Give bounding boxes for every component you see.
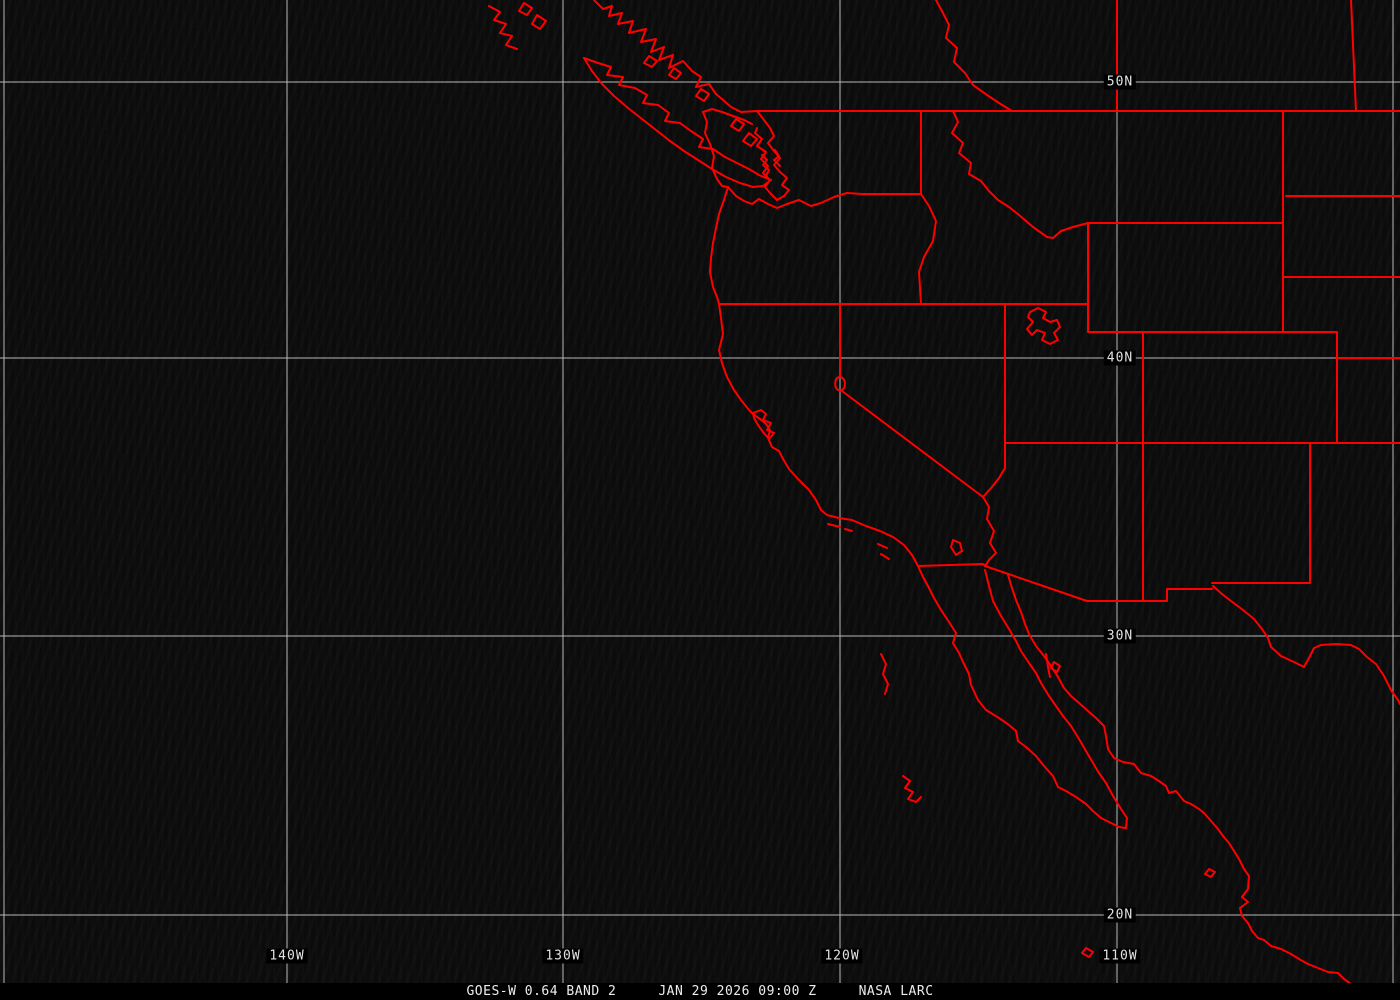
caption-credit: NASA LARC <box>858 984 934 999</box>
caption-product-name: GOES-W 0.64 BAND 2 <box>466 984 617 999</box>
vancouver-island-inner-coast <box>583 57 772 181</box>
lake-tahoe <box>834 375 846 392</box>
san-francisco-bay <box>752 409 775 440</box>
coastal-islets <box>1081 868 1216 958</box>
lon-label-140w: 140W <box>266 948 308 964</box>
saskatchewan-manitoba-border <box>1350 0 1357 112</box>
caption-bar: GOES-W 0.64 BAND 2 JAN 29 2026 09:00 Z N… <box>0 983 1400 1000</box>
lat-label-50n: 50N <box>1103 74 1137 90</box>
pacific-coast <box>709 186 919 567</box>
gulf-islands-islets <box>643 55 758 147</box>
lat-label-40n: 40N <box>1103 350 1137 366</box>
offshore-islets <box>902 775 922 803</box>
mexico-mainland-coast <box>1007 574 1379 1000</box>
wyoming-border <box>1087 222 1338 333</box>
guadalupe-island <box>880 653 889 695</box>
bc-mainland-coast <box>593 0 758 113</box>
lon-label-110w: 110W <box>1099 948 1141 964</box>
baja-west-coast <box>917 565 1127 829</box>
nm-tx-border <box>1211 442 1311 584</box>
lat-label-30n: 30N <box>1103 628 1137 644</box>
vancouver-island-outer-coast <box>583 57 772 188</box>
channel-islands <box>827 523 890 560</box>
caption-datetime: JAN 29 2026 09:00 Z <box>658 984 817 999</box>
id-mt-border <box>951 110 1089 239</box>
nv-az-colorado-river <box>982 442 1006 567</box>
lat-label-20n: 20N <box>1103 907 1137 923</box>
puget-sound-coast <box>754 110 790 201</box>
wa-or-border-columbia-river <box>727 186 922 209</box>
bc-alberta-border <box>935 0 1013 112</box>
wa-coast-olympic-peninsula <box>702 108 753 188</box>
rio-grande <box>1212 585 1400 705</box>
lon-label-130w: 130W <box>542 948 584 964</box>
map-boundary-overlay <box>488 0 1400 1000</box>
ca-nv-border <box>839 303 984 498</box>
great-salt-lake <box>1026 307 1061 345</box>
us-mexico-border <box>917 563 1213 602</box>
salton-sea <box>950 539 963 556</box>
lon-label-120w: 120W <box>821 948 863 964</box>
or-id-border <box>918 193 937 305</box>
bc-coast-islands <box>488 2 547 50</box>
baja-east-coast <box>984 569 1128 829</box>
